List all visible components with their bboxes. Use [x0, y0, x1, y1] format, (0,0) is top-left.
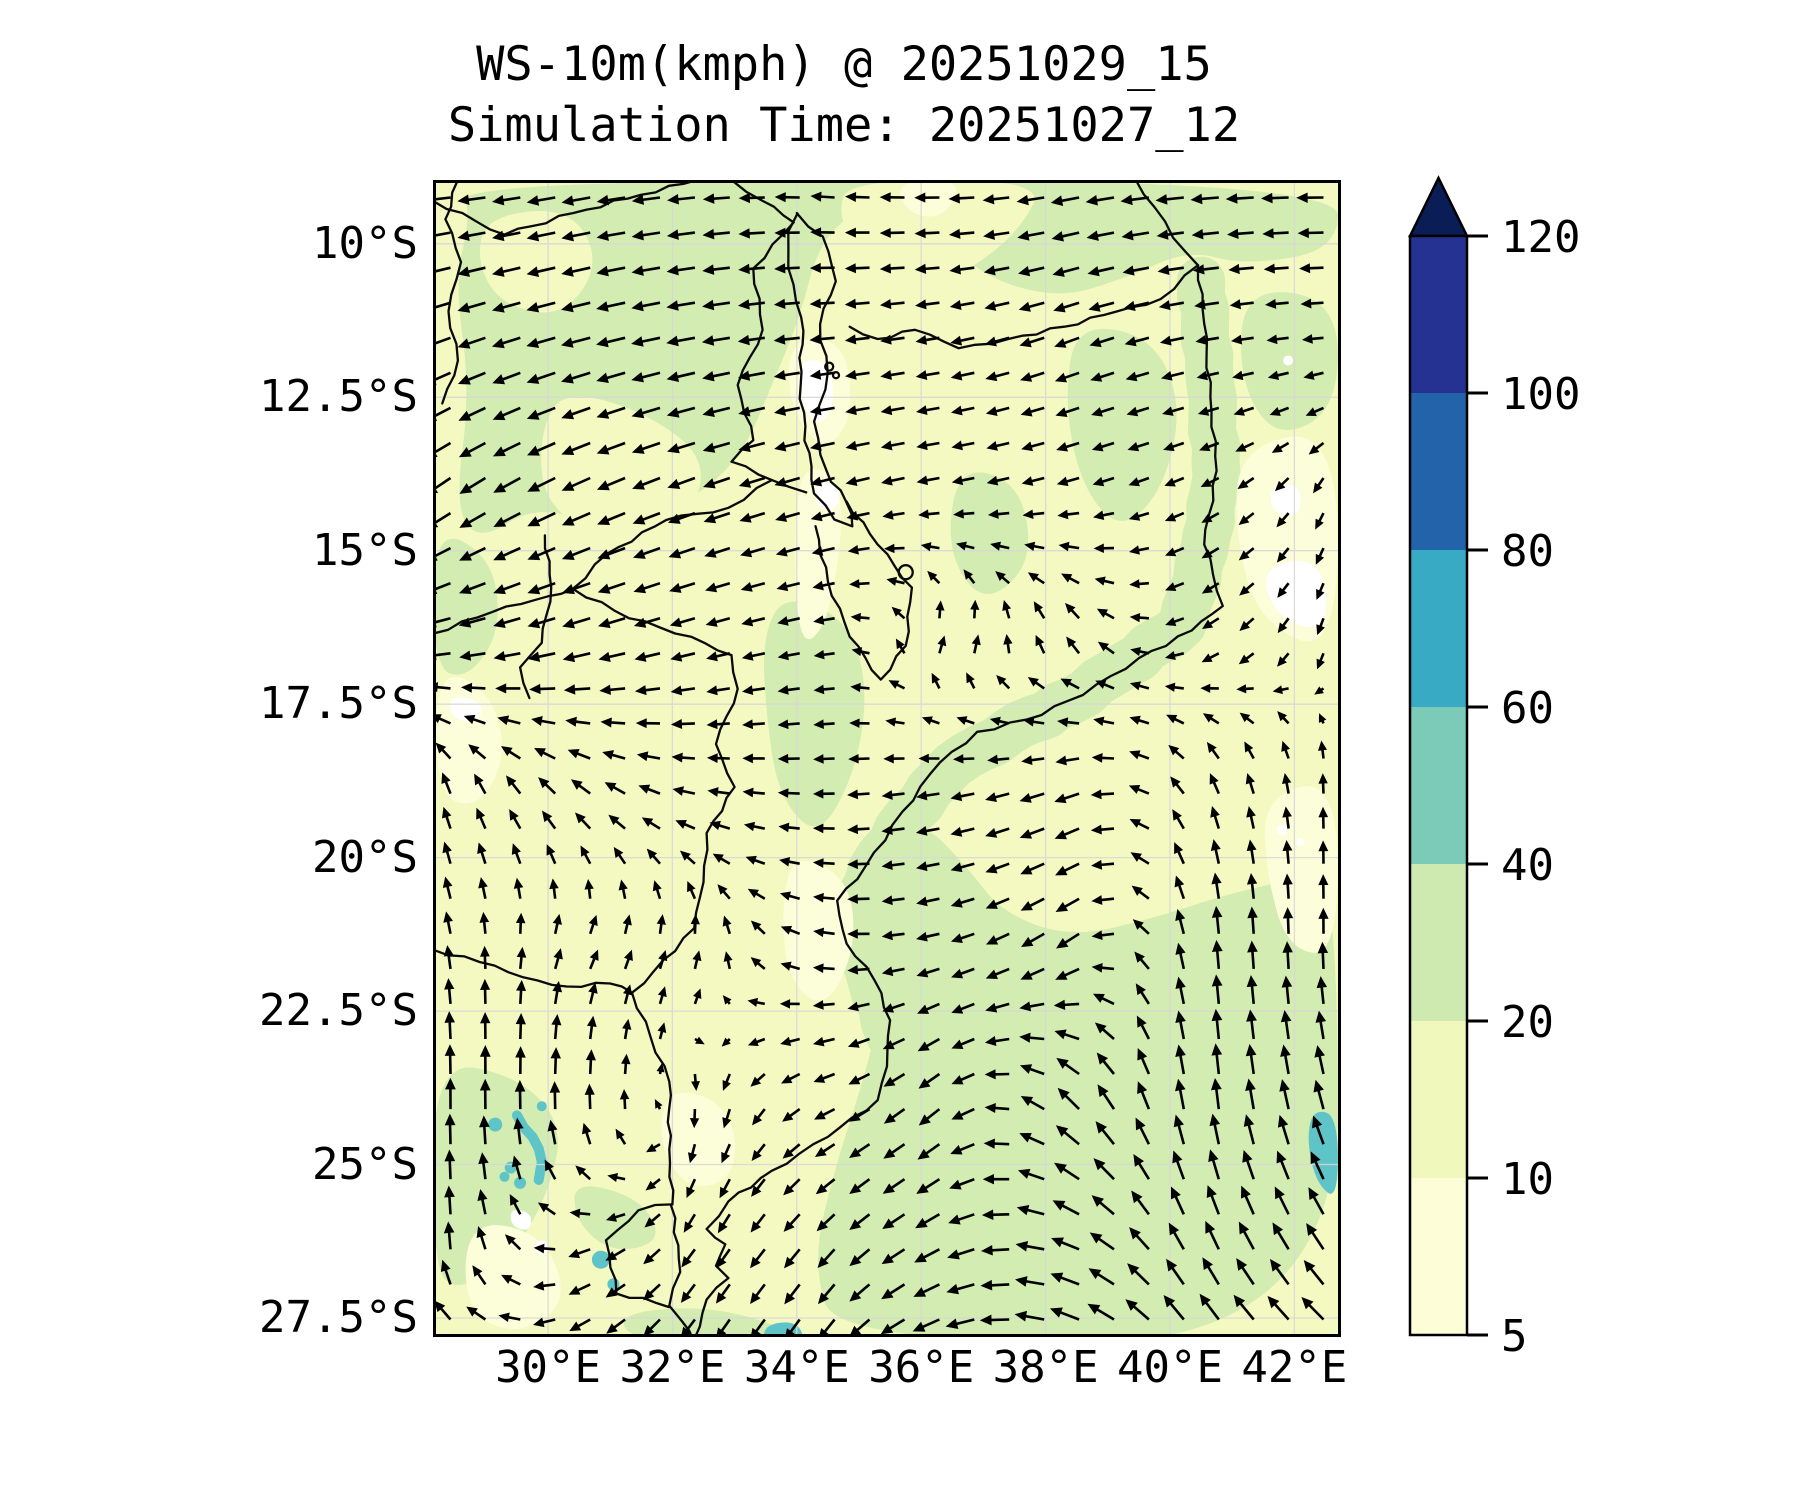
plot-title: WS-10m(kmph) @ 20251029_15 Simulation Ti…: [390, 34, 1298, 156]
colorbar-tick-label: 10: [1501, 1154, 1554, 1205]
y-axis-label: 22.5°S: [259, 985, 418, 1037]
colorbar-tick-label: 100: [1501, 369, 1580, 420]
x-axis-label: 34°E: [743, 1342, 850, 1393]
colorbar-segment: [1410, 393, 1467, 551]
quiver-layer: [433, 191, 1329, 1337]
map-panel: [433, 180, 1341, 1337]
colorbar-segments: [1408, 234, 1469, 1337]
plot-title-line2: Simulation Time: 20251027_12: [447, 98, 1241, 153]
colorbar-segment: [1410, 236, 1467, 394]
x-axis-label: 42°E: [1241, 1342, 1348, 1393]
y-axis-label: 27.5°S: [259, 1291, 418, 1343]
plot-title-line1: WS-10m(kmph) @ 20251029_15: [476, 37, 1212, 92]
colorbar-tick-label: 80: [1501, 526, 1554, 577]
wind-arrow-shafts: [433, 195, 1325, 1334]
y-axis-label: 12.5°S: [259, 371, 418, 423]
colorbar-segment: [1410, 1021, 1467, 1179]
colorbar-tick-label: 60: [1501, 683, 1554, 734]
colorbar-tick-label: 20: [1501, 997, 1554, 1048]
y-axis-label: 10°S: [312, 217, 418, 269]
x-axis-label: 40°E: [1116, 1342, 1223, 1393]
y-axis-label: 15°S: [312, 524, 418, 576]
colorbar-segment: [1410, 707, 1467, 865]
colorbar-ticks: 120 100 80 60 40 20 10 5: [1467, 212, 1580, 1362]
colorbar-segment: [1410, 864, 1467, 1022]
y-axis-label: 20°S: [312, 831, 418, 883]
x-axis-label: 32°E: [619, 1342, 726, 1393]
x-axis-label: 30°E: [495, 1342, 602, 1393]
map-frame: [433, 180, 1341, 1337]
colorbar-tick-label: 120: [1501, 212, 1580, 263]
map-svg: [433, 180, 1341, 1337]
colorbar: 120 100 80 60 40 20 10 5: [1407, 175, 1580, 1362]
x-axis-label: 38°E: [992, 1342, 1099, 1393]
colorbar-extend-triangle: [1407, 175, 1470, 238]
y-axis-label: 17.5°S: [259, 678, 418, 730]
colorbar-segment: [1410, 1178, 1467, 1336]
colorbar-tick-label: 40: [1501, 840, 1554, 891]
x-axis-label: 36°E: [868, 1342, 975, 1393]
colorbar-tick-label: 5: [1501, 1311, 1528, 1362]
y-axis-label: 25°S: [312, 1138, 418, 1190]
colorbar-segment: [1410, 550, 1467, 708]
